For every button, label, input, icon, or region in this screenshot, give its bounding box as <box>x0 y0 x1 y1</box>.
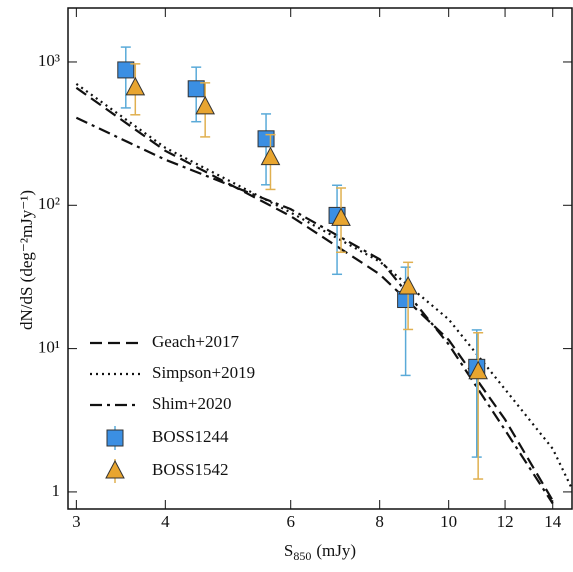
x-tick-label: 6 <box>286 512 295 531</box>
x-tick-label: 12 <box>497 512 514 531</box>
legend-marker <box>105 459 125 479</box>
x-tick-label: 8 <box>375 512 384 531</box>
y-tick-label: 10³ <box>38 51 60 70</box>
triangle-marker <box>195 95 215 115</box>
triangle-marker <box>125 76 146 96</box>
legend-label: BOSS1542 <box>152 460 229 479</box>
square-marker <box>187 80 205 98</box>
triangle-marker <box>398 275 418 295</box>
plot-frame <box>67 7 573 510</box>
x-axis-label: S850 (mJy) <box>284 541 356 563</box>
x-tick-label: 3 <box>72 512 81 531</box>
legend-marker <box>106 429 124 447</box>
x-label-sub: 850 <box>293 549 311 563</box>
y-tick-label: 10² <box>38 194 60 213</box>
triangle-marker <box>260 146 281 166</box>
legend-label: Geach+2017 <box>152 332 240 351</box>
x-label: S <box>284 541 293 560</box>
triangle-marker <box>468 360 488 380</box>
legend-label: Simpson+2019 <box>152 363 255 382</box>
model-line <box>75 86 554 502</box>
x-label-unit: (mJy) <box>316 541 356 560</box>
x-tick-label: 14 <box>544 512 562 531</box>
triangle-marker <box>331 207 351 226</box>
y-tick-label: 1 <box>52 481 61 500</box>
y-axis-label: dN/dS (deg⁻²mJy⁻¹) <box>17 190 36 330</box>
model-line <box>75 116 554 505</box>
square-marker <box>257 130 275 148</box>
x-tick-label: 4 <box>161 512 170 531</box>
legend-label: Shim+2020 <box>152 394 232 413</box>
y-tick-label: 10¹ <box>38 338 60 357</box>
model-line <box>75 83 572 490</box>
legend-label: BOSS1244 <box>152 427 229 446</box>
x-tick-label: 10 <box>440 512 457 531</box>
square-marker <box>117 61 135 79</box>
